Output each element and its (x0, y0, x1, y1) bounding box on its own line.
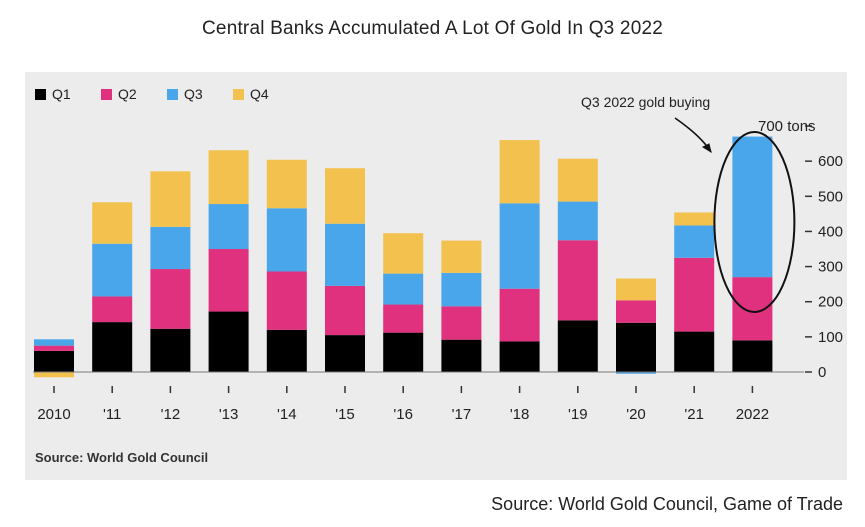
bar-segment-q2-1 (92, 296, 133, 323)
bar-segment-q3-12 (732, 136, 773, 278)
y-tick-label: 600 (818, 153, 843, 170)
bar-segment-q4-6 (383, 233, 424, 274)
bar-segment-q4-3 (208, 150, 249, 205)
bar-segment-q1-2 (150, 328, 191, 372)
bar-segment-q1-8 (499, 341, 540, 372)
chart-panel: Q1 Q2 Q3 Q4 2010 '11 '12 '13 '14 '15 '16 '17 '18 '19… (25, 72, 847, 480)
highlight-ellipse (713, 131, 796, 313)
annotation-text: Q3 2022 gold buying (581, 94, 710, 110)
annotation-layer: Q3 2022 gold buying (581, 94, 796, 313)
bar-segment-q1-11 (674, 331, 715, 372)
bar-segment-q2-11 (674, 257, 715, 332)
bar-segment-q1-9 (557, 320, 598, 372)
bar-segment-q2-9 (557, 240, 598, 321)
x-tick-label: '20 (626, 406, 646, 423)
bar-segment-q3-2 (150, 226, 191, 270)
legend-label-q2: Q2 (118, 86, 137, 102)
bar-segment-q3-10 (616, 372, 656, 374)
x-tick-label: '14 (277, 406, 297, 423)
bar-segment-q4-9 (557, 158, 598, 202)
bar-segment-q2-5 (325, 285, 365, 336)
legend-label-q3: Q3 (184, 86, 203, 102)
y-top-label: 700 tons (758, 118, 816, 135)
legend-swatch-q1 (35, 89, 46, 100)
x-tick-label: '18 (510, 406, 530, 423)
bar-segment-q2-3 (208, 249, 249, 312)
y-tick-label: 100 (818, 329, 843, 346)
x-tick-label: '12 (161, 406, 181, 423)
bar-segment-q2-2 (150, 269, 191, 329)
chart-title: Central Banks Accumulated A Lot Of Gold … (202, 18, 663, 39)
bar-segment-q1-5 (325, 335, 365, 372)
bar-segment-q1-1 (92, 322, 133, 372)
bar-segment-q2-10 (616, 300, 656, 323)
bar-segment-q4-4 (266, 159, 307, 209)
bar-segment-q3-9 (557, 201, 598, 241)
x-tick-label: 2010 (37, 406, 70, 423)
bar-segment-q3-6 (383, 273, 424, 305)
bar-segment-q4-7 (441, 240, 482, 273)
panel-source-note: Source: World Gold Council (35, 450, 209, 465)
x-tick-label: '13 (219, 406, 239, 423)
x-tick-label: '16 (393, 406, 413, 423)
bar-segment-q3-8 (499, 203, 540, 289)
legend-label-q4: Q4 (250, 86, 269, 102)
bar-segment-q1-0 (34, 350, 74, 372)
bar-segment-q1-3 (208, 311, 249, 372)
bar-segment-q4-2 (150, 171, 191, 227)
bar-chart: Q1 Q2 Q3 Q4 2010 '11 '12 '13 '14 '15 '16 '17 '18 '19… (33, 86, 843, 423)
bars (34, 136, 773, 378)
y-tick-label: 300 (818, 259, 843, 276)
legend-label-q1: Q1 (52, 86, 71, 102)
bar-segment-q3-7 (441, 272, 482, 307)
x-tick-label: 2022 (736, 406, 769, 423)
bar-segment-q4-11 (674, 212, 715, 226)
y-tick-label: 500 (818, 188, 843, 205)
footer-source: Source: World Gold Council, Game of Trad… (491, 494, 843, 514)
legend-swatch-q4 (233, 89, 244, 100)
bar-segment-q1-7 (441, 339, 482, 372)
bar-segment-q1-10 (616, 322, 656, 372)
bar-segment-q2-7 (441, 306, 482, 340)
y-axis: 0 100 200 300 400 500 600 700 tons (758, 118, 843, 381)
bar-segment-q1-4 (266, 329, 307, 372)
bar-segment-q4-10 (616, 278, 656, 301)
x-tick-label: '11 (103, 406, 121, 423)
bar-segment-q3-5 (325, 223, 365, 286)
bar-segment-q3-4 (266, 208, 307, 272)
bar-segment-q1-6 (383, 332, 424, 372)
legend-swatch-q2 (101, 89, 112, 100)
x-tick-label: '19 (568, 406, 588, 423)
annotation-arrow-head (701, 143, 712, 154)
bar-segment-q4-0 (34, 372, 74, 378)
bar-segment-q3-0 (34, 339, 74, 346)
y-tick-label: 400 (818, 223, 843, 240)
bar-segment-q2-4 (266, 271, 307, 330)
x-tick-label: '21 (684, 406, 704, 423)
bar-segment-q4-5 (325, 168, 365, 224)
x-tick-label: '15 (335, 406, 355, 423)
bar-segment-q4-8 (499, 140, 540, 204)
legend: Q1 Q2 Q3 Q4 (35, 86, 269, 102)
bar-segment-q3-3 (208, 204, 249, 250)
legend-swatch-q3 (167, 89, 178, 100)
bar-segment-q2-6 (383, 304, 424, 333)
y-tick-label: 200 (818, 294, 843, 311)
bar-segment-q3-11 (674, 225, 715, 258)
bar-segment-q3-1 (92, 243, 133, 297)
x-axis: 2010 '11 '12 '13 '14 '15 '16 '17 '18 '19 '20 '21 202… (37, 386, 769, 423)
bar-segment-q1-12 (732, 340, 773, 372)
bar-segment-q4-1 (92, 202, 133, 244)
bar-segment-q2-8 (499, 288, 540, 342)
y-tick-label: 0 (818, 364, 826, 381)
x-tick-label: '17 (452, 406, 472, 423)
bar-segment-q2-0 (34, 345, 74, 351)
